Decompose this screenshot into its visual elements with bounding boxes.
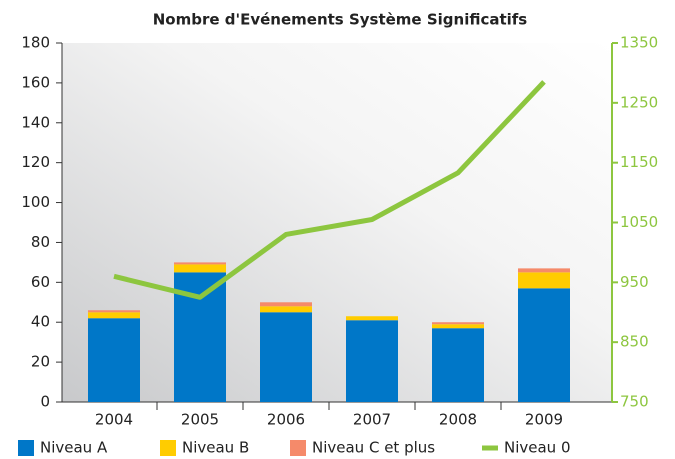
x-tick-label: 2009 [525,411,563,429]
y-tick-label: 60 [31,273,50,291]
y-tick-label: 20 [31,353,50,371]
bar [260,312,312,402]
y2-tick-label: 1250 [620,93,658,111]
bar [518,272,570,289]
bar [432,328,484,402]
bar [88,310,140,313]
bar [88,318,140,402]
legend-swatch [160,440,176,456]
y-tick-label: 120 [21,153,50,171]
y-tick-label: 0 [40,393,50,411]
bar [174,262,226,265]
x-tick-label: 2004 [95,411,133,429]
legend-label: Niveau A [40,439,108,457]
bar [260,306,312,313]
y2-tick-label: 950 [620,273,649,291]
y-tick-label: 100 [21,193,50,211]
y2-tick-label: 750 [620,393,649,411]
x-tick-label: 2008 [439,411,477,429]
y2-tick-label: 1150 [620,153,658,171]
bar [346,316,398,321]
legend-label: Niveau 0 [504,439,571,457]
bar [174,264,226,273]
legend-label: Niveau B [182,439,249,457]
bar [432,324,484,329]
y2-tick-label: 1350 [620,34,658,52]
x-tick-label: 2006 [267,411,305,429]
legend-swatch [290,440,306,456]
bar [346,320,398,402]
legend-label: Niveau C et plus [312,439,435,457]
legend-swatch [18,440,34,456]
bar [88,312,140,319]
y-tick-label: 160 [21,73,50,91]
y-tick-label: 80 [31,233,50,251]
y-tick-label: 40 [31,313,50,331]
x-tick-label: 2007 [353,411,391,429]
y-tick-label: 180 [21,34,50,52]
bar [518,268,570,273]
bar [518,288,570,402]
y2-tick-label: 1050 [620,213,658,231]
bar [432,322,484,325]
bar [260,302,312,307]
x-tick-label: 2005 [181,411,219,429]
y2-tick-label: 850 [620,333,649,351]
y-tick-label: 140 [21,113,50,131]
chart-title: Nombre d'Evénements Système Significatif… [153,11,528,29]
line [113,80,546,300]
